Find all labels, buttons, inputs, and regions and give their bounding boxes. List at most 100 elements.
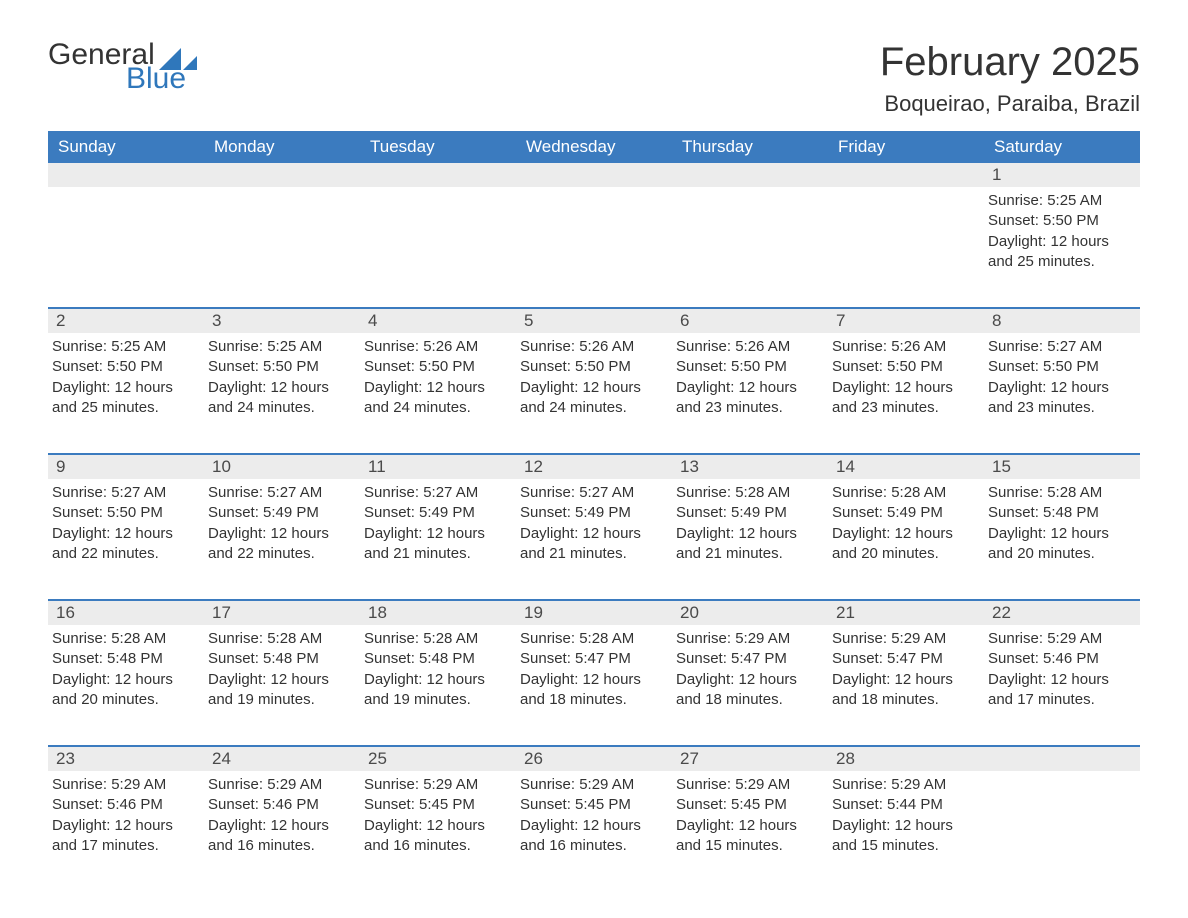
day-number: 16 [48,601,204,625]
sunrise-line: Sunrise: 5:29 AM [208,775,352,795]
sunset-line: Sunset: 5:47 PM [520,649,664,669]
day-cell [516,187,672,283]
day-number: 23 [48,747,204,771]
weeks-container: 1Sunrise: 5:25 AMSunset: 5:50 PMDaylight… [48,163,1140,867]
sunrise-line: Sunrise: 5:27 AM [988,337,1132,357]
day-cell: Sunrise: 5:28 AMSunset: 5:48 PMDaylight:… [204,625,360,721]
day-cell [360,187,516,283]
daylight-line: Daylight: 12 hours and 23 minutes. [832,378,976,419]
daylight-line: Daylight: 12 hours and 20 minutes. [52,670,196,711]
day-number: 8 [984,309,1140,333]
daylight-line: Daylight: 12 hours and 21 minutes. [364,524,508,565]
weekday-label: Wednesday [516,131,672,163]
logo: General Blue [48,40,197,94]
sunset-line: Sunset: 5:44 PM [832,795,976,815]
sunset-line: Sunset: 5:45 PM [520,795,664,815]
week: 232425262728Sunrise: 5:29 AMSunset: 5:46… [48,745,1140,867]
day-number: 19 [516,601,672,625]
sunrise-line: Sunrise: 5:27 AM [208,483,352,503]
sunset-line: Sunset: 5:49 PM [676,503,820,523]
daynum-row: 1 [48,163,1140,187]
sunrise-line: Sunrise: 5:25 AM [52,337,196,357]
sunrise-line: Sunrise: 5:28 AM [676,483,820,503]
day-cell: Sunrise: 5:25 AMSunset: 5:50 PMDaylight:… [48,333,204,429]
daylight-line: Daylight: 12 hours and 20 minutes. [832,524,976,565]
sunrise-line: Sunrise: 5:26 AM [364,337,508,357]
logo-text-blue: Blue [126,64,197,94]
sunset-line: Sunset: 5:45 PM [364,795,508,815]
sunrise-line: Sunrise: 5:28 AM [988,483,1132,503]
day-number: 20 [672,601,828,625]
sunset-line: Sunset: 5:50 PM [988,357,1132,377]
day-number: 15 [984,455,1140,479]
cells-row: Sunrise: 5:25 AMSunset: 5:50 PMDaylight:… [48,187,1140,283]
daylight-line: Daylight: 12 hours and 17 minutes. [988,670,1132,711]
day-number: 9 [48,455,204,479]
sunrise-line: Sunrise: 5:26 AM [676,337,820,357]
day-cell: Sunrise: 5:26 AMSunset: 5:50 PMDaylight:… [828,333,984,429]
week: 16171819202122Sunrise: 5:28 AMSunset: 5:… [48,599,1140,721]
sunset-line: Sunset: 5:49 PM [520,503,664,523]
sunrise-line: Sunrise: 5:29 AM [676,775,820,795]
day-cell: Sunrise: 5:29 AMSunset: 5:46 PMDaylight:… [48,771,204,867]
day-number: 28 [828,747,984,771]
daylight-line: Daylight: 12 hours and 16 minutes. [208,816,352,857]
sunrise-line: Sunrise: 5:29 AM [988,629,1132,649]
sunrise-line: Sunrise: 5:28 AM [520,629,664,649]
daynum-row: 2345678 [48,309,1140,333]
daylight-line: Daylight: 12 hours and 17 minutes. [52,816,196,857]
day-number: 24 [204,747,360,771]
weekday-label: Friday [828,131,984,163]
day-number [360,163,516,187]
day-number: 14 [828,455,984,479]
daylight-line: Daylight: 12 hours and 20 minutes. [988,524,1132,565]
day-cell: Sunrise: 5:27 AMSunset: 5:50 PMDaylight:… [984,333,1140,429]
daylight-line: Daylight: 12 hours and 22 minutes. [52,524,196,565]
sunset-line: Sunset: 5:50 PM [988,211,1132,231]
sunset-line: Sunset: 5:50 PM [832,357,976,377]
day-number: 12 [516,455,672,479]
sunrise-line: Sunrise: 5:27 AM [520,483,664,503]
day-number: 13 [672,455,828,479]
day-cell: Sunrise: 5:26 AMSunset: 5:50 PMDaylight:… [360,333,516,429]
sunset-line: Sunset: 5:49 PM [208,503,352,523]
sunrise-line: Sunrise: 5:25 AM [208,337,352,357]
daylight-line: Daylight: 12 hours and 21 minutes. [520,524,664,565]
sunrise-line: Sunrise: 5:29 AM [832,775,976,795]
sunset-line: Sunset: 5:46 PM [208,795,352,815]
day-number: 3 [204,309,360,333]
daylight-line: Daylight: 12 hours and 23 minutes. [988,378,1132,419]
daylight-line: Daylight: 12 hours and 16 minutes. [520,816,664,857]
weekday-label: Sunday [48,131,204,163]
daylight-line: Daylight: 12 hours and 18 minutes. [520,670,664,711]
day-number [672,163,828,187]
day-number: 2 [48,309,204,333]
day-number [48,163,204,187]
weekday-label: Tuesday [360,131,516,163]
daylight-line: Daylight: 12 hours and 22 minutes. [208,524,352,565]
daylight-line: Daylight: 12 hours and 25 minutes. [52,378,196,419]
sunrise-line: Sunrise: 5:29 AM [832,629,976,649]
sunset-line: Sunset: 5:48 PM [208,649,352,669]
sunset-line: Sunset: 5:50 PM [364,357,508,377]
day-cell: Sunrise: 5:25 AMSunset: 5:50 PMDaylight:… [984,187,1140,283]
sunset-line: Sunset: 5:50 PM [676,357,820,377]
week: 2345678Sunrise: 5:25 AMSunset: 5:50 PMDa… [48,307,1140,429]
day-number: 18 [360,601,516,625]
sunrise-line: Sunrise: 5:29 AM [676,629,820,649]
daylight-line: Daylight: 12 hours and 19 minutes. [208,670,352,711]
weekday-label: Saturday [984,131,1140,163]
day-cell [672,187,828,283]
day-number: 26 [516,747,672,771]
daylight-line: Daylight: 12 hours and 24 minutes. [520,378,664,419]
calendar: SundayMondayTuesdayWednesdayThursdayFrid… [48,131,1140,867]
sunset-line: Sunset: 5:48 PM [364,649,508,669]
day-number: 25 [360,747,516,771]
day-cell: Sunrise: 5:29 AMSunset: 5:46 PMDaylight:… [204,771,360,867]
day-number: 5 [516,309,672,333]
cells-row: Sunrise: 5:27 AMSunset: 5:50 PMDaylight:… [48,479,1140,575]
day-number: 6 [672,309,828,333]
day-cell: Sunrise: 5:29 AMSunset: 5:45 PMDaylight:… [516,771,672,867]
title-block: February 2025 Boqueirao, Paraiba, Brazil [880,40,1140,117]
day-cell [48,187,204,283]
